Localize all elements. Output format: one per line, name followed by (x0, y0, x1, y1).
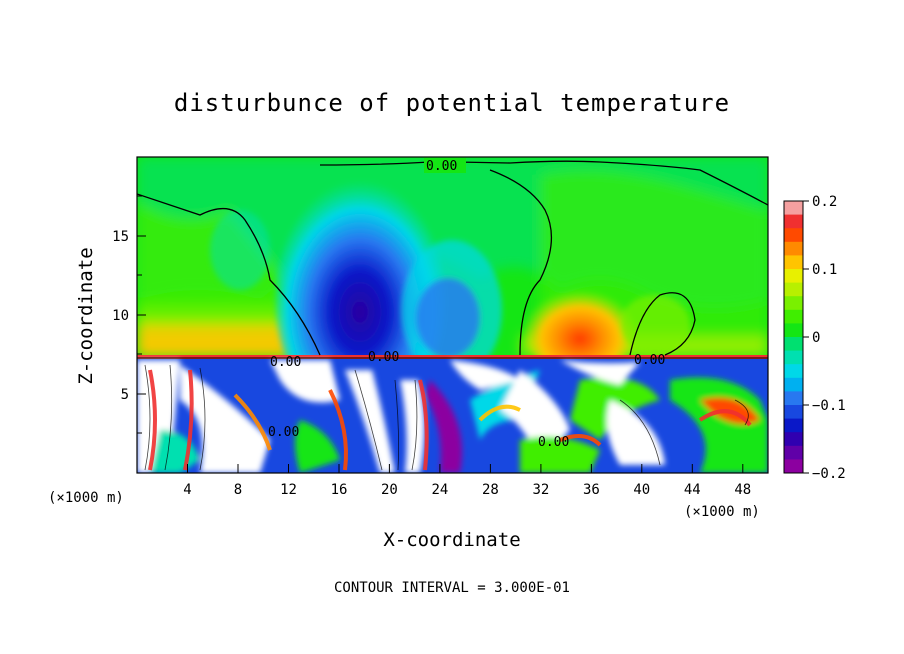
colorbar-swatch (784, 377, 803, 392)
x-axis-label: X-coordinate (383, 529, 520, 551)
colorbar-swatch (784, 201, 803, 216)
x-tick-label: 48 (734, 482, 751, 498)
colorbar-tick-label: 0 (812, 330, 820, 346)
plot-area (137, 157, 768, 473)
contour-label: 0.00 (426, 159, 457, 174)
colorbar-tick-label: 0.1 (812, 262, 837, 278)
colorbar-tick-label: −0.1 (812, 398, 846, 414)
colorbar-swatch (784, 282, 803, 297)
x-tick-label: 20 (381, 482, 398, 498)
x-axis: 4 8 12 16 20 24 28 32 36 40 44 48 (×1000… (48, 464, 760, 551)
colorbar-swatch (784, 241, 803, 256)
x-tick-label: 12 (280, 482, 297, 498)
x-tick-label: 44 (684, 482, 701, 498)
x-tick-label: 4 (183, 482, 191, 498)
colorbar-swatch (784, 432, 803, 447)
colorbar-swatch (784, 459, 803, 474)
y-tick-label: 5 (121, 387, 129, 403)
colorbar-swatch (784, 418, 803, 433)
colorbar: 0.2 0.1 0 −0.1 −0.2 (783, 194, 846, 482)
contour-label: 0.00 (268, 425, 299, 440)
colorbar-tick-label: 0.2 (812, 194, 837, 210)
contour-interval-note: CONTOUR INTERVAL = 3.000E-01 (334, 580, 570, 596)
colorbar-swatch (784, 228, 803, 243)
x-tick-label: 16 (331, 482, 348, 498)
y-tick-label: 15 (112, 229, 129, 245)
colorbar-tick-label: −0.2 (812, 466, 846, 482)
colorbar-swatch (784, 391, 803, 406)
colorbar-swatch (784, 309, 803, 324)
colorbar-swatch (784, 445, 803, 460)
y-tick-label: 10 (112, 308, 129, 324)
x-tick-label: 36 (583, 482, 600, 498)
y-axis-label: Z-coordinate (75, 247, 97, 384)
x-tick-label: 24 (431, 482, 448, 498)
colorbar-swatch (784, 296, 803, 311)
x-tick-label: 28 (482, 482, 499, 498)
contour-label: 0.00 (368, 350, 399, 365)
colorbar-swatch (784, 405, 803, 420)
colorbar-swatch (784, 337, 803, 352)
contour-label: 0.00 (270, 355, 301, 370)
x-unit-left: (×1000 m) (48, 490, 124, 506)
colorbar-swatch (784, 323, 803, 338)
colorbar-swatch (784, 255, 803, 270)
colorbar-swatch (784, 214, 803, 229)
colorbar-swatch (784, 269, 803, 284)
colorbar-swatch (784, 364, 803, 379)
x-tick-label: 8 (234, 482, 242, 498)
contour-labels: 0.00 0.00 0.00 0.00 0.00 0.00 (268, 158, 665, 450)
x-tick-label: 32 (532, 482, 549, 498)
y-axis: 15 10 5 Z-coordinate (75, 195, 146, 434)
contour-label: 0.00 (634, 353, 665, 368)
contour-label: 0.00 (538, 435, 569, 450)
x-tick-label: 40 (633, 482, 650, 498)
colorbar-swatch (784, 350, 803, 365)
x-unit-right: (×1000 m) (684, 504, 760, 520)
chart-title: disturbunce of potential temperature (174, 89, 730, 117)
